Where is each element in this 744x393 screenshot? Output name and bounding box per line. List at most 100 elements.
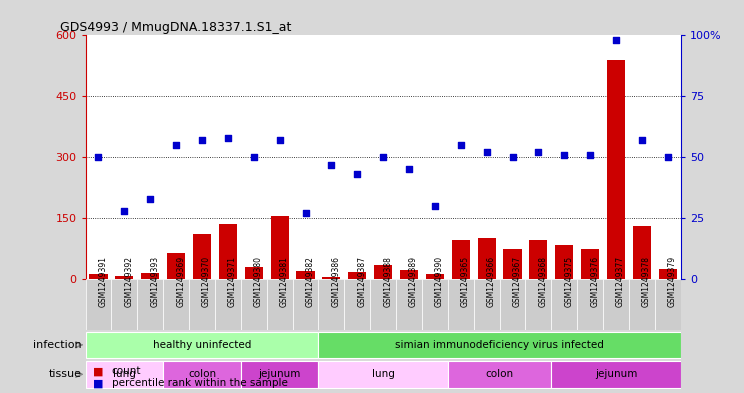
Text: GSM1249365: GSM1249365 xyxy=(461,256,469,307)
Point xyxy=(584,152,596,158)
Bar xyxy=(318,279,344,330)
Point xyxy=(300,210,312,217)
Text: GSM1249377: GSM1249377 xyxy=(616,256,625,307)
Text: healthy uninfected: healthy uninfected xyxy=(153,340,251,350)
Text: colon: colon xyxy=(486,369,513,379)
Bar xyxy=(422,279,448,330)
Bar xyxy=(271,216,289,279)
Bar xyxy=(452,241,470,279)
Text: GSM1249393: GSM1249393 xyxy=(150,256,159,307)
Text: GSM1249387: GSM1249387 xyxy=(357,256,366,307)
Point xyxy=(248,154,260,160)
Text: GSM1249366: GSM1249366 xyxy=(487,256,496,307)
Bar xyxy=(141,273,159,279)
Bar xyxy=(500,279,525,330)
Text: GSM1249388: GSM1249388 xyxy=(383,256,392,307)
Point xyxy=(144,195,156,202)
Point xyxy=(429,203,441,209)
Text: GSM1249378: GSM1249378 xyxy=(642,256,651,307)
Bar xyxy=(86,332,318,358)
Point xyxy=(558,152,570,158)
Point xyxy=(455,142,466,148)
Bar xyxy=(371,279,396,330)
Bar xyxy=(292,279,318,330)
Bar xyxy=(525,279,551,330)
Bar xyxy=(504,248,522,279)
Point xyxy=(92,154,104,160)
Bar xyxy=(86,279,112,330)
Text: GSM1249386: GSM1249386 xyxy=(331,256,341,307)
Text: GSM1249392: GSM1249392 xyxy=(124,256,133,307)
Bar xyxy=(629,279,655,330)
Bar xyxy=(86,361,163,387)
Bar xyxy=(577,279,603,330)
Text: GSM1249369: GSM1249369 xyxy=(176,256,185,307)
Bar xyxy=(89,274,108,279)
Bar xyxy=(163,361,241,387)
Text: GSM1249370: GSM1249370 xyxy=(202,256,211,307)
Bar xyxy=(266,279,292,330)
Text: infection: infection xyxy=(33,340,82,350)
Point xyxy=(118,208,130,214)
Bar xyxy=(555,244,574,279)
Bar xyxy=(400,270,418,279)
Point xyxy=(170,142,182,148)
Text: GSM1249375: GSM1249375 xyxy=(564,256,574,307)
Text: GSM1249371: GSM1249371 xyxy=(228,256,237,307)
Point xyxy=(662,154,674,160)
Bar xyxy=(448,361,551,387)
Point xyxy=(403,166,415,173)
Bar xyxy=(474,279,500,330)
Text: tissue: tissue xyxy=(49,369,82,379)
Bar xyxy=(318,361,448,387)
Bar xyxy=(245,267,263,279)
Bar xyxy=(112,279,138,330)
Bar xyxy=(241,361,318,387)
Text: GDS4993 / MmugDNA.18337.1.S1_at: GDS4993 / MmugDNA.18337.1.S1_at xyxy=(60,21,291,34)
Text: jejunum: jejunum xyxy=(595,369,638,379)
Text: GSM1249390: GSM1249390 xyxy=(435,256,444,307)
Bar xyxy=(193,234,211,279)
Bar xyxy=(551,279,577,330)
Text: lung: lung xyxy=(372,369,394,379)
Bar xyxy=(551,361,681,387)
Text: GSM1249380: GSM1249380 xyxy=(254,256,263,307)
Bar xyxy=(396,279,422,330)
Text: GSM1249382: GSM1249382 xyxy=(306,256,315,307)
Bar xyxy=(189,279,215,330)
Point xyxy=(196,137,208,143)
Point xyxy=(222,134,234,141)
Point xyxy=(507,154,519,160)
Bar xyxy=(215,279,241,330)
Bar xyxy=(348,272,366,279)
Point xyxy=(481,149,493,156)
Bar xyxy=(167,253,185,279)
Point xyxy=(377,154,389,160)
Bar xyxy=(655,279,681,330)
Bar xyxy=(163,279,189,330)
Bar xyxy=(318,332,681,358)
Bar xyxy=(426,274,444,279)
Bar xyxy=(607,60,625,279)
Bar xyxy=(530,241,548,279)
Bar xyxy=(478,239,496,279)
Text: colon: colon xyxy=(188,369,216,379)
Text: GSM1249379: GSM1249379 xyxy=(668,256,677,307)
Point xyxy=(533,149,545,156)
Point xyxy=(610,37,622,43)
Bar xyxy=(633,226,651,279)
Bar xyxy=(219,224,237,279)
Bar xyxy=(138,279,163,330)
Bar xyxy=(603,279,629,330)
Point xyxy=(325,162,337,168)
Bar xyxy=(344,279,371,330)
Bar xyxy=(581,248,599,279)
Point xyxy=(351,171,363,177)
Text: jejunum: jejunum xyxy=(258,369,301,379)
Point xyxy=(274,137,286,143)
Text: GSM1249391: GSM1249391 xyxy=(98,256,107,307)
Bar xyxy=(241,279,266,330)
Text: GSM1249389: GSM1249389 xyxy=(409,256,418,307)
Text: count: count xyxy=(112,366,141,376)
Text: GSM1249367: GSM1249367 xyxy=(513,256,522,307)
